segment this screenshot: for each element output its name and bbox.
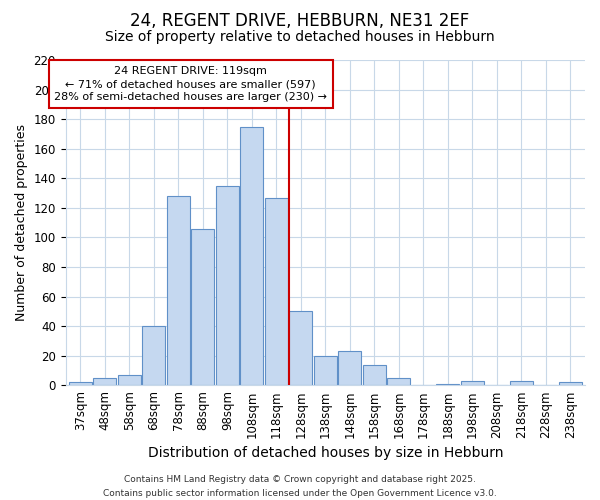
Bar (509, 381, 533, 386)
Bar (461, 381, 484, 386)
Text: 24, REGENT DRIVE, HEBBURN, NE31 2EF: 24, REGENT DRIVE, HEBBURN, NE31 2EF (130, 12, 470, 30)
Bar (314, 356, 337, 386)
Bar (93, 378, 116, 386)
Y-axis label: Number of detached properties: Number of detached properties (15, 124, 28, 321)
Bar (387, 378, 410, 386)
X-axis label: Distribution of detached houses by size in Hebburn: Distribution of detached houses by size … (148, 446, 503, 460)
Bar (240, 126, 263, 386)
Bar (191, 228, 214, 386)
Bar (362, 364, 386, 386)
Bar (338, 352, 361, 386)
Bar (167, 196, 190, 386)
Bar (69, 382, 92, 386)
Bar (142, 326, 166, 386)
Text: 24 REGENT DRIVE: 119sqm
← 71% of detached houses are smaller (597)
28% of semi-d: 24 REGENT DRIVE: 119sqm ← 71% of detache… (54, 66, 327, 102)
Text: Contains HM Land Registry data © Crown copyright and database right 2025.
Contai: Contains HM Land Registry data © Crown c… (103, 476, 497, 498)
Bar (559, 382, 582, 386)
Bar (265, 198, 288, 386)
Bar (289, 312, 313, 386)
Bar (118, 375, 141, 386)
Bar (216, 186, 239, 386)
Bar (436, 384, 460, 386)
Text: Size of property relative to detached houses in Hebburn: Size of property relative to detached ho… (105, 30, 495, 44)
